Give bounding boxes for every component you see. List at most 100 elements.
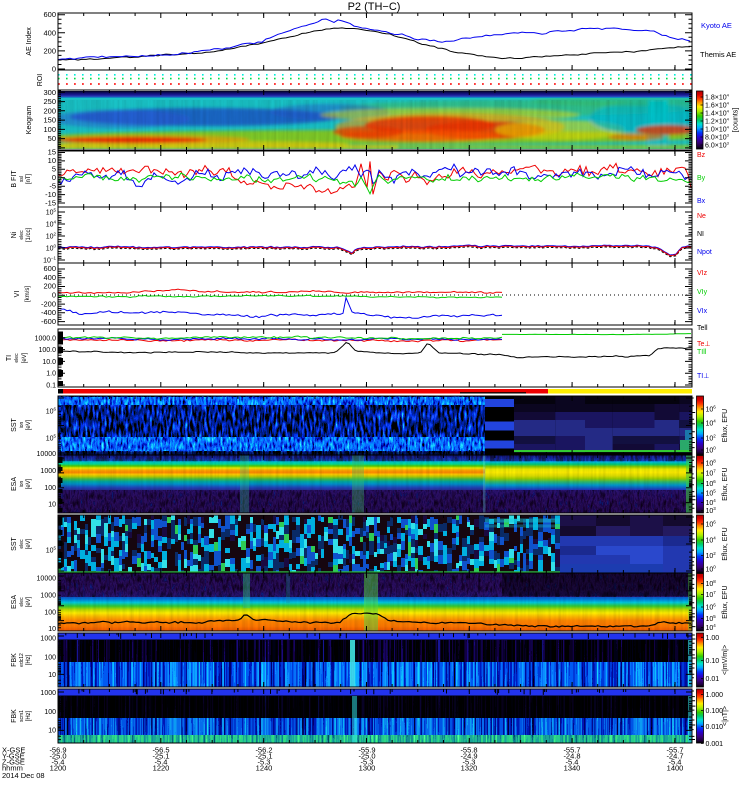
svg-text:2014 Dec 08: 2014 Dec 08 xyxy=(2,771,45,780)
svg-text:0.01: 0.01 xyxy=(706,676,720,683)
svg-text:15: 15 xyxy=(48,148,56,157)
svg-text:-400: -400 xyxy=(41,308,56,317)
svg-text:10.0: 10.0 xyxy=(42,359,56,366)
svg-text:FBK: FBK xyxy=(11,653,18,667)
svg-text:1.2×104: 1.2×104 xyxy=(705,117,730,126)
svg-text:104: 104 xyxy=(706,536,717,545)
svg-text:250: 250 xyxy=(43,97,56,106)
svg-text:600: 600 xyxy=(43,264,56,273)
svg-text:0.1: 0.1 xyxy=(46,383,56,390)
svg-text:[1/cc]: [1/cc] xyxy=(26,228,32,243)
svg-text:B FIT: B FIT xyxy=(11,170,18,188)
svg-text:-25.1: -25.1 xyxy=(152,752,169,761)
svg-text:200: 200 xyxy=(43,282,56,291)
svg-text:104: 104 xyxy=(706,419,717,428)
svg-text:107: 107 xyxy=(706,469,717,478)
svg-text:-56.5: -56.5 xyxy=(152,746,169,755)
svg-text:-55.9: -55.9 xyxy=(358,746,375,755)
svg-text:hhmm: hhmm xyxy=(2,764,23,773)
svg-text:-5.3: -5.3 xyxy=(258,758,271,767)
svg-text:FBK: FBK xyxy=(11,709,18,723)
svg-text:100: 100 xyxy=(44,610,56,617)
svg-text:1400: 1400 xyxy=(667,764,684,773)
svg-text:TIll: TIll xyxy=(697,349,707,356)
svg-text:102: 102 xyxy=(706,434,717,443)
svg-text:-5.4: -5.4 xyxy=(669,758,682,767)
svg-text:0.010: 0.010 xyxy=(706,724,724,731)
svg-text:105: 105 xyxy=(46,546,57,555)
svg-text:Eflux, EFU: Eflux, EFU xyxy=(722,409,729,442)
svg-text:107: 107 xyxy=(706,590,717,599)
svg-text:ion: ion xyxy=(19,480,25,487)
svg-text:8.0×103: 8.0×103 xyxy=(705,133,730,142)
svg-text:-15: -15 xyxy=(45,199,56,208)
svg-text:102: 102 xyxy=(46,232,57,241)
svg-text:400: 400 xyxy=(43,273,56,282)
svg-text:150: 150 xyxy=(43,116,56,125)
svg-text:1000: 1000 xyxy=(40,636,56,643)
svg-text:-5.4: -5.4 xyxy=(155,758,168,767)
svg-text:[km/s]: [km/s] xyxy=(25,286,31,302)
svg-text:[eV]: [eV] xyxy=(26,538,32,549)
svg-text:elec: elec xyxy=(19,597,25,607)
svg-text:Bx: Bx xyxy=(697,198,706,205)
svg-text:10: 10 xyxy=(48,156,56,165)
svg-text:106: 106 xyxy=(706,405,717,414)
svg-text:[counts]: [counts] xyxy=(733,108,740,133)
svg-text:1000.0: 1000.0 xyxy=(35,335,57,342)
svg-text:1.8×104: 1.8×104 xyxy=(705,93,730,102)
svg-text:-25.0: -25.0 xyxy=(358,752,375,761)
svg-text:SST: SST xyxy=(11,536,18,550)
svg-text:0: 0 xyxy=(52,65,56,74)
svg-text:Eflux, EFU: Eflux, EFU xyxy=(722,467,729,500)
svg-text:103: 103 xyxy=(706,506,717,515)
svg-text:-5: -5 xyxy=(49,182,56,191)
svg-text:SST: SST xyxy=(11,417,18,431)
svg-text:10: 10 xyxy=(48,502,56,509)
svg-text:105: 105 xyxy=(46,434,57,443)
svg-text:1000: 1000 xyxy=(40,468,56,475)
svg-text:104: 104 xyxy=(46,220,57,229)
svg-text:scm1: scm1 xyxy=(19,710,25,722)
svg-text:VI: VI xyxy=(14,291,21,298)
svg-text:elec: elec xyxy=(14,353,20,363)
svg-text:<|nT|>: <|nT|> xyxy=(722,706,729,726)
svg-text:[Hz]: [Hz] xyxy=(26,710,32,721)
svg-text:300: 300 xyxy=(43,88,56,97)
svg-text:Themis AE: Themis AE xyxy=(700,50,736,59)
svg-text:VIx: VIx xyxy=(697,308,708,315)
svg-text:ESA: ESA xyxy=(11,595,18,609)
svg-text:[nT]: [nT] xyxy=(26,174,32,185)
svg-text:By: By xyxy=(697,175,706,182)
svg-text:Y-GSE: Y-GSE xyxy=(2,752,25,761)
svg-text:-600: -600 xyxy=(41,317,56,326)
svg-text:-5.4: -5.4 xyxy=(52,758,65,767)
svg-text:105: 105 xyxy=(46,208,57,217)
svg-text:-56.9: -56.9 xyxy=(49,746,66,755)
svg-text:100.0: 100.0 xyxy=(38,347,56,354)
svg-text:-24.8: -24.8 xyxy=(563,752,580,761)
svg-text:10000: 10000 xyxy=(37,576,57,583)
svg-text:100: 100 xyxy=(44,655,56,662)
svg-text:100: 100 xyxy=(46,244,57,253)
svg-text:1000: 1000 xyxy=(40,593,56,600)
svg-text:100: 100 xyxy=(44,709,56,716)
svg-text:0.100: 0.100 xyxy=(706,708,724,715)
svg-text:elec: elec xyxy=(19,539,25,549)
svg-text:[eV]: [eV] xyxy=(26,478,32,489)
svg-text:0.001: 0.001 xyxy=(706,741,724,748)
svg-text:5: 5 xyxy=(52,165,56,174)
svg-text:10000: 10000 xyxy=(37,451,57,458)
svg-text:200: 200 xyxy=(43,46,56,55)
svg-text:edc12: edc12 xyxy=(19,653,25,667)
svg-text:1.00: 1.00 xyxy=(706,635,720,642)
svg-text:Te⊥: Te⊥ xyxy=(697,341,711,348)
svg-text:0: 0 xyxy=(52,291,56,300)
svg-text:1340: 1340 xyxy=(564,764,581,773)
svg-text:Keogram: Keogram xyxy=(26,106,33,135)
svg-text:100: 100 xyxy=(44,485,56,492)
svg-text:108: 108 xyxy=(706,459,717,468)
svg-text:P2 (TH−C): P2 (TH−C) xyxy=(348,1,401,13)
svg-text:VIy: VIy xyxy=(697,289,708,296)
svg-text:600: 600 xyxy=(43,10,56,19)
